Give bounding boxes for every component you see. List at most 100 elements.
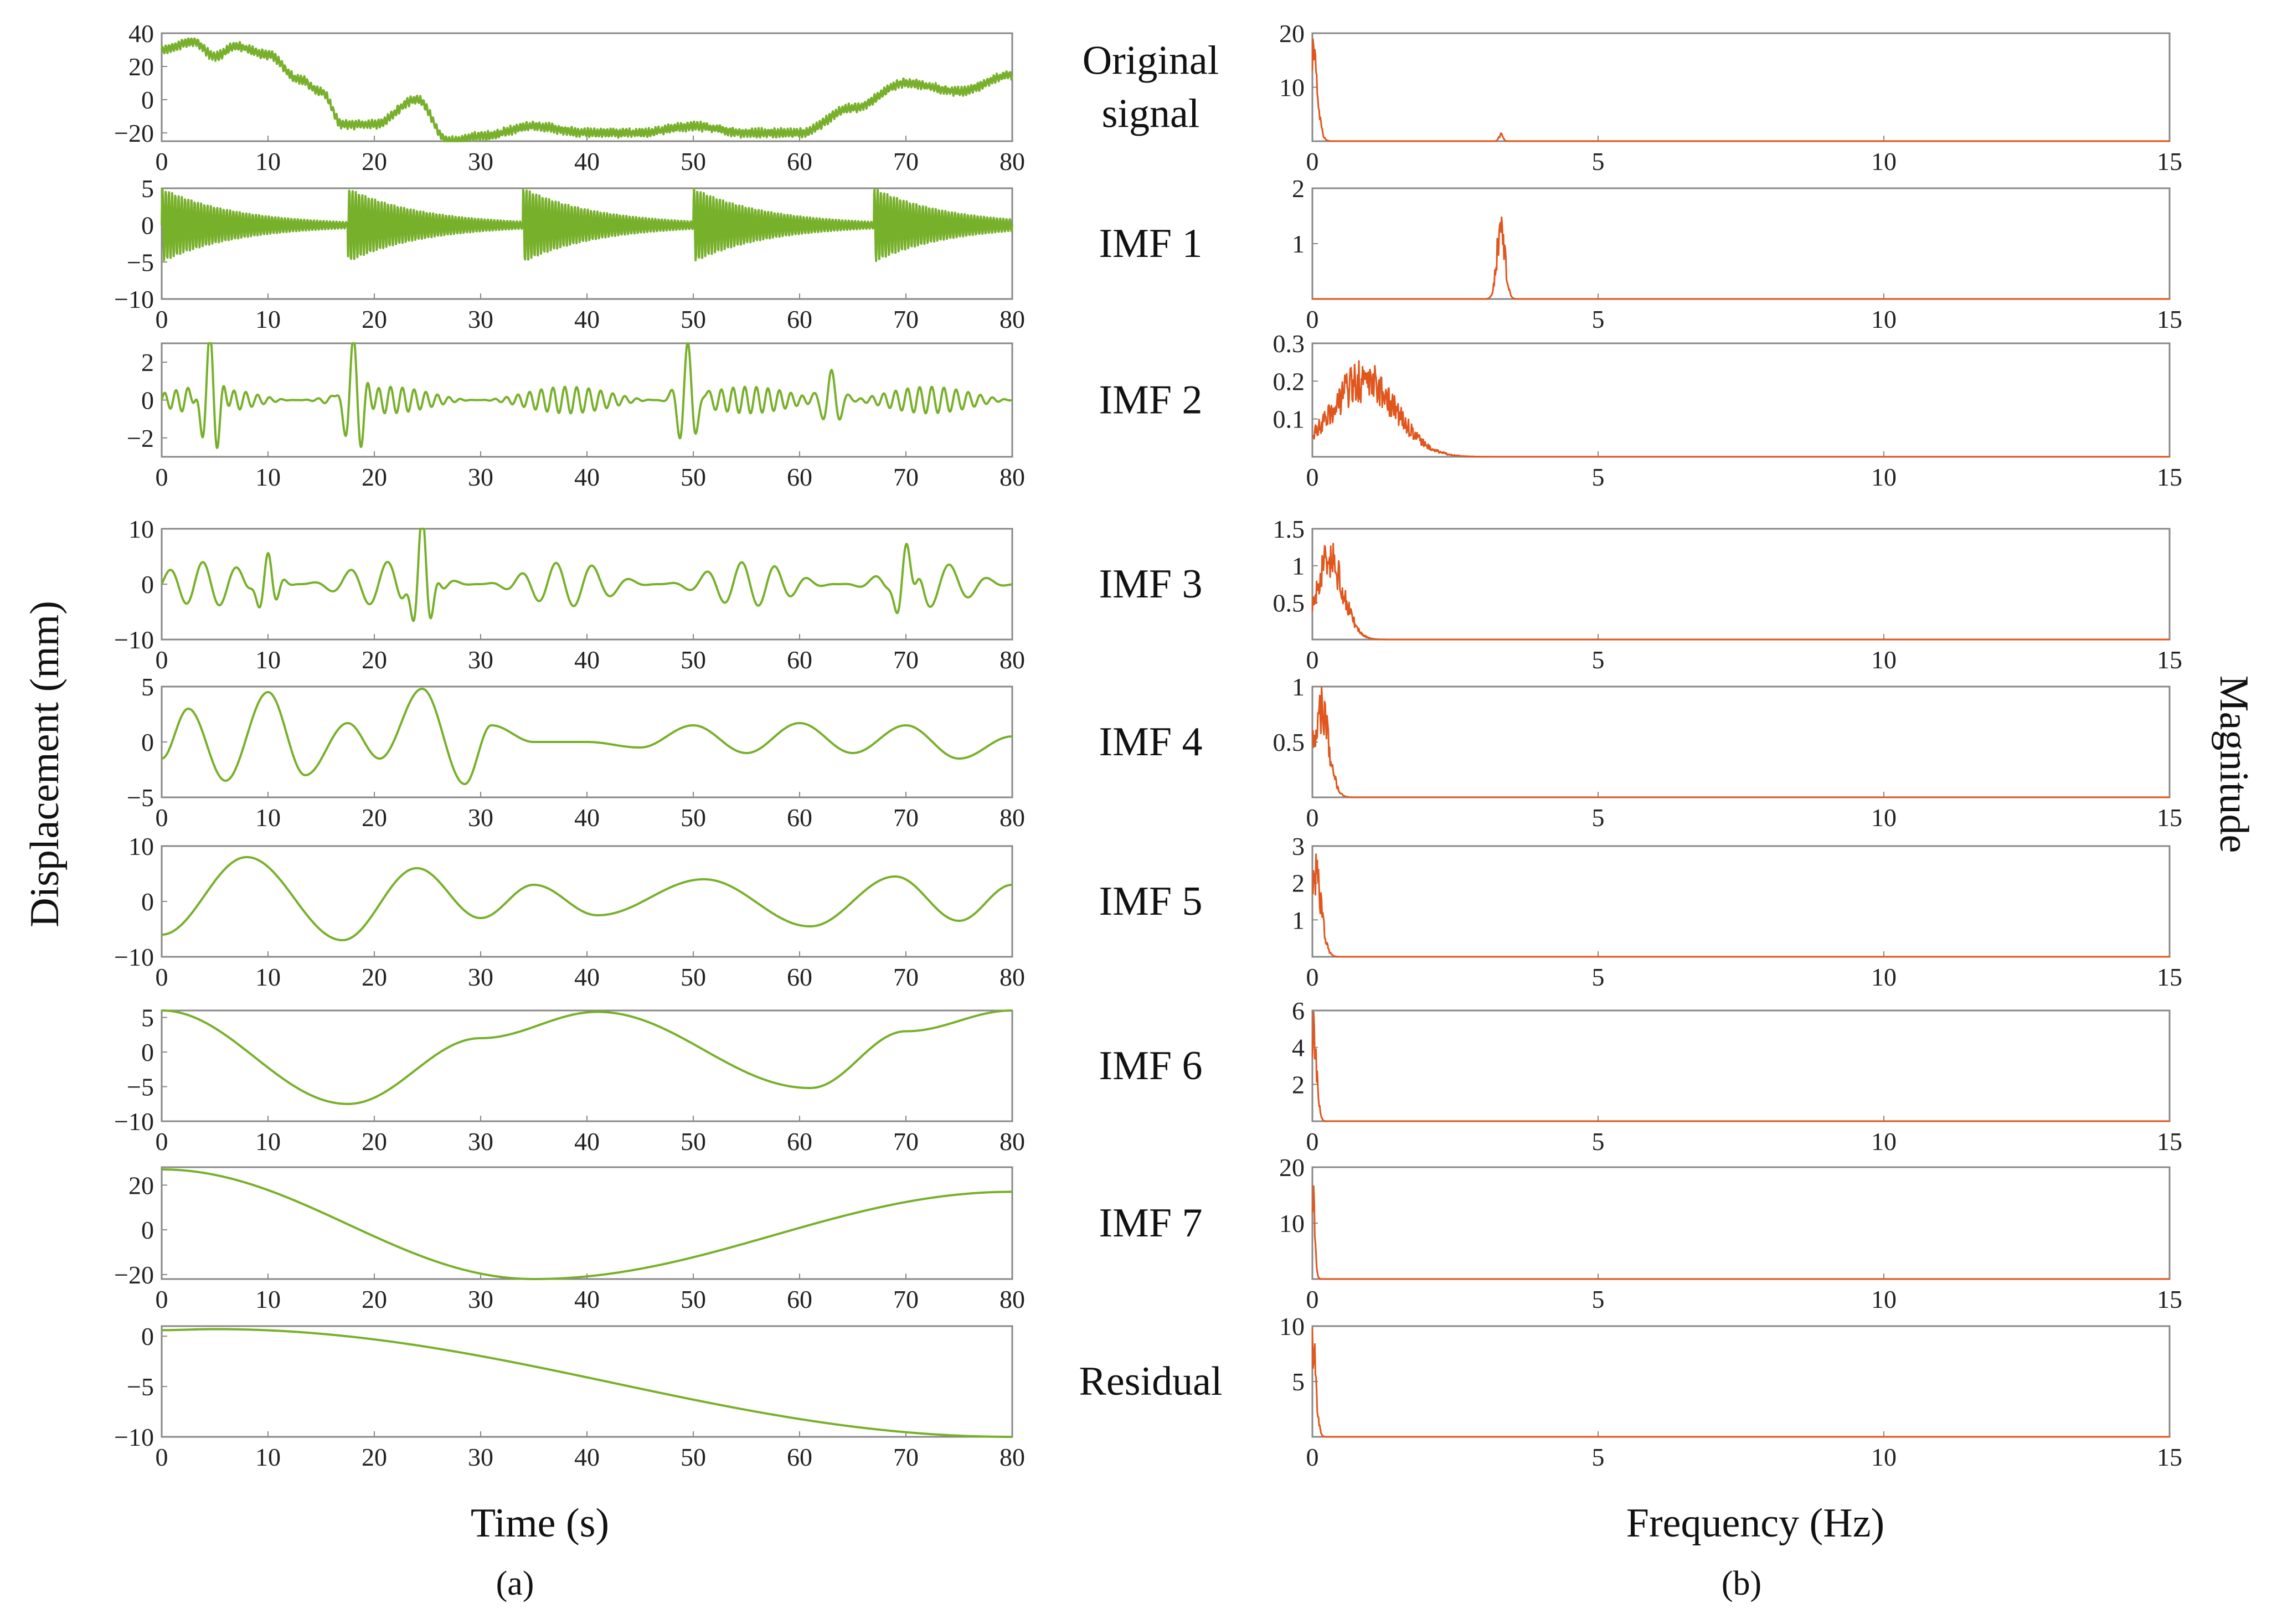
row-label: Original bbox=[1083, 38, 1219, 84]
plot-frame bbox=[1311, 528, 2171, 641]
right-ylabel: Magnitude bbox=[2211, 676, 2256, 853]
x-tick-label: 70 bbox=[893, 1443, 919, 1471]
x-tick-label: 80 bbox=[1000, 1285, 1025, 1313]
x-tick-label: 5 bbox=[1592, 646, 1605, 674]
y-tick-label: 5 bbox=[141, 1004, 154, 1032]
x-tick-label: 5 bbox=[1592, 1127, 1605, 1156]
x-tick-label: 60 bbox=[787, 147, 812, 176]
x-tick-label: 10 bbox=[1871, 463, 1897, 491]
y-tick-label: 1 bbox=[1292, 230, 1305, 258]
x-tick-label: 20 bbox=[362, 147, 387, 176]
y-tick-label: 0.5 bbox=[1273, 728, 1305, 756]
x-tick-label: 80 bbox=[1000, 463, 1025, 491]
x-tick-label: 60 bbox=[787, 803, 812, 832]
x-tick-label: 40 bbox=[574, 803, 600, 832]
y-tick-label: 10 bbox=[128, 515, 154, 543]
row-label: IMF 4 bbox=[1099, 719, 1202, 765]
x-tick-label: 50 bbox=[681, 963, 706, 991]
left-caption: (a) bbox=[496, 1565, 534, 1602]
y-tick-label: 1 bbox=[1292, 906, 1305, 934]
y-tick-label: −5 bbox=[127, 248, 154, 276]
series-line-imf-6 bbox=[161, 1009, 1013, 1105]
y-tick-label: −5 bbox=[127, 783, 154, 812]
x-tick-label: 10 bbox=[255, 305, 281, 333]
y-tick-label: 3 bbox=[1292, 832, 1305, 860]
y-tick-label: −20 bbox=[114, 1261, 154, 1289]
y-tick-label: 0.2 bbox=[1273, 367, 1305, 395]
x-tick-label: 10 bbox=[255, 803, 281, 832]
x-tick-label: 5 bbox=[1592, 147, 1605, 176]
y-tick-label: −5 bbox=[127, 1373, 154, 1401]
x-tick-label: 30 bbox=[468, 963, 493, 991]
x-tick-label: 70 bbox=[893, 305, 919, 333]
series-line-original-signal-spectrum bbox=[1311, 38, 2170, 142]
x-tick-label: 10 bbox=[255, 1127, 281, 1156]
y-tick-label: 20 bbox=[128, 1171, 154, 1199]
x-tick-label: 20 bbox=[362, 646, 387, 674]
x-tick-label: 30 bbox=[468, 147, 493, 176]
left-xlabel: Time (s) bbox=[471, 1501, 609, 1546]
x-tick-label: 50 bbox=[681, 1285, 706, 1313]
plot-frame bbox=[1311, 1166, 2171, 1280]
spectrum-plot-7: 0 5 10 15 10 20 bbox=[1279, 1153, 2182, 1313]
y-tick-label: 20 bbox=[1279, 1153, 1305, 1182]
y-tick-label: 0 bbox=[141, 1322, 154, 1350]
x-tick-label: 10 bbox=[255, 963, 281, 991]
series-line-original-signal bbox=[161, 37, 1013, 142]
y-tick-label: 20 bbox=[128, 53, 154, 81]
x-tick-label: 60 bbox=[787, 963, 812, 991]
x-tick-label: 80 bbox=[1000, 1443, 1025, 1471]
x-tick-label: 40 bbox=[574, 147, 600, 176]
y-tick-label: 6 bbox=[1292, 997, 1305, 1025]
x-tick-label: 70 bbox=[893, 1285, 919, 1313]
y-tick-label: 10 bbox=[1279, 1209, 1305, 1238]
x-tick-label: 10 bbox=[255, 463, 281, 491]
y-tick-label: 0 bbox=[141, 1216, 154, 1244]
y-tick-label: −10 bbox=[114, 1423, 154, 1451]
x-tick-label: 0 bbox=[1306, 1127, 1319, 1156]
y-tick-label: 10 bbox=[128, 832, 154, 860]
plot-frame bbox=[1311, 342, 2171, 458]
plot-frame bbox=[161, 845, 1013, 958]
x-tick-label: 0 bbox=[1306, 646, 1319, 674]
series-line-imf-5-spectrum bbox=[1311, 853, 2170, 958]
time-plot-1: 0 10 20 30 40 50 60 70 80 −10 −5 0 5 bbox=[114, 174, 1025, 333]
series-line-imf-2 bbox=[161, 342, 1013, 449]
series-line-imf-5 bbox=[161, 856, 1013, 941]
time-plot-8: 0 10 20 30 40 50 60 70 80 −10 −5 0 bbox=[114, 1322, 1025, 1471]
row-label: IMF 1 bbox=[1099, 221, 1202, 266]
x-tick-label: 15 bbox=[2157, 1443, 2182, 1471]
series-line-imf-3 bbox=[161, 528, 1013, 622]
x-tick-label: 60 bbox=[787, 1443, 812, 1471]
x-tick-label: 10 bbox=[255, 1285, 281, 1313]
x-tick-label: 30 bbox=[468, 646, 493, 674]
x-tick-label: 0 bbox=[156, 305, 168, 333]
x-tick-label: 0 bbox=[156, 1443, 168, 1471]
x-tick-label: 40 bbox=[574, 646, 600, 674]
x-tick-label: 10 bbox=[1871, 646, 1897, 674]
y-tick-label: −10 bbox=[114, 626, 154, 654]
x-tick-label: 0 bbox=[156, 1127, 168, 1156]
x-tick-label: 20 bbox=[362, 305, 387, 333]
series-line-imf-4-spectrum bbox=[1311, 687, 2170, 798]
x-tick-label: 10 bbox=[1871, 1285, 1897, 1313]
y-tick-label: 5 bbox=[141, 174, 154, 203]
plot-frame bbox=[1311, 685, 2171, 798]
y-tick-label: 20 bbox=[1279, 19, 1305, 48]
x-tick-label: 50 bbox=[681, 305, 706, 333]
series-line-imf-7-spectrum bbox=[1311, 1185, 2170, 1280]
row-label: signal bbox=[1102, 91, 1200, 137]
plot-frame bbox=[161, 1325, 1013, 1438]
x-tick-label: 50 bbox=[681, 147, 706, 176]
spectrum-plot-8: 0 5 10 15 5 10 bbox=[1279, 1312, 2182, 1471]
series-line-residual bbox=[161, 1328, 1013, 1438]
x-tick-label: 20 bbox=[362, 963, 387, 991]
x-tick-label: 40 bbox=[574, 1443, 600, 1471]
plot-frame bbox=[161, 1009, 1013, 1122]
y-tick-label: 2 bbox=[1292, 174, 1305, 203]
y-tick-label: 0 bbox=[141, 86, 154, 114]
x-tick-label: 0 bbox=[1306, 147, 1319, 176]
x-tick-label: 0 bbox=[156, 463, 168, 491]
